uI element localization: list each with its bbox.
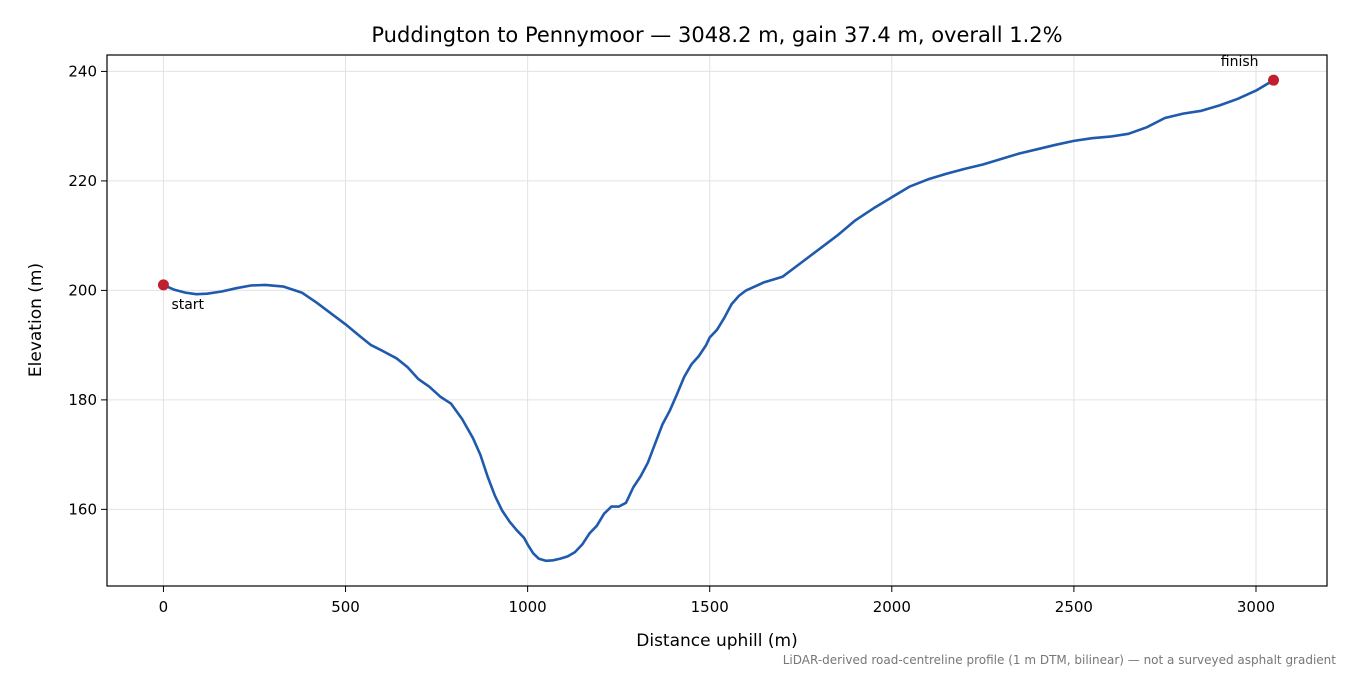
y-axis-label: Elevation (m)	[26, 263, 46, 377]
marker-layer: start finish	[157, 54, 1280, 313]
plot-frame	[106, 54, 1328, 587]
x-tick-label: 0	[159, 598, 169, 616]
y-axis-ticks: 160 180 200 220 240	[68, 62, 107, 518]
grid-lines	[107, 55, 1327, 586]
finish-marker	[1268, 74, 1280, 86]
start-label: start	[171, 297, 204, 313]
x-axis-label: Distance uphill (m)	[636, 631, 797, 651]
y-tick-label: 200	[68, 281, 97, 299]
x-tick-label: 1000	[509, 598, 547, 616]
x-tick-label: 500	[331, 598, 360, 616]
x-tick-label: 1500	[691, 598, 729, 616]
x-axis-ticks: 0 500 1000 1500 2000 2500 3000	[159, 586, 1275, 616]
x-tick-label: 2500	[1055, 598, 1093, 616]
chart-title: Puddington to Pennymoor — 3048.2 m, gain…	[371, 23, 1062, 47]
footnote: LiDAR-derived road-centreline profile (1…	[783, 653, 1337, 667]
x-tick-label: 3000	[1237, 598, 1275, 616]
x-tick-label: 2000	[873, 598, 911, 616]
finish-label: finish	[1221, 54, 1259, 70]
series-layer	[162, 78, 1275, 563]
elevation-profile-line	[162, 78, 1275, 563]
y-tick-label: 180	[68, 391, 97, 409]
start-marker	[157, 279, 169, 291]
y-tick-label: 220	[68, 172, 97, 190]
y-tick-label: 160	[68, 500, 97, 518]
y-tick-label: 240	[68, 62, 97, 80]
